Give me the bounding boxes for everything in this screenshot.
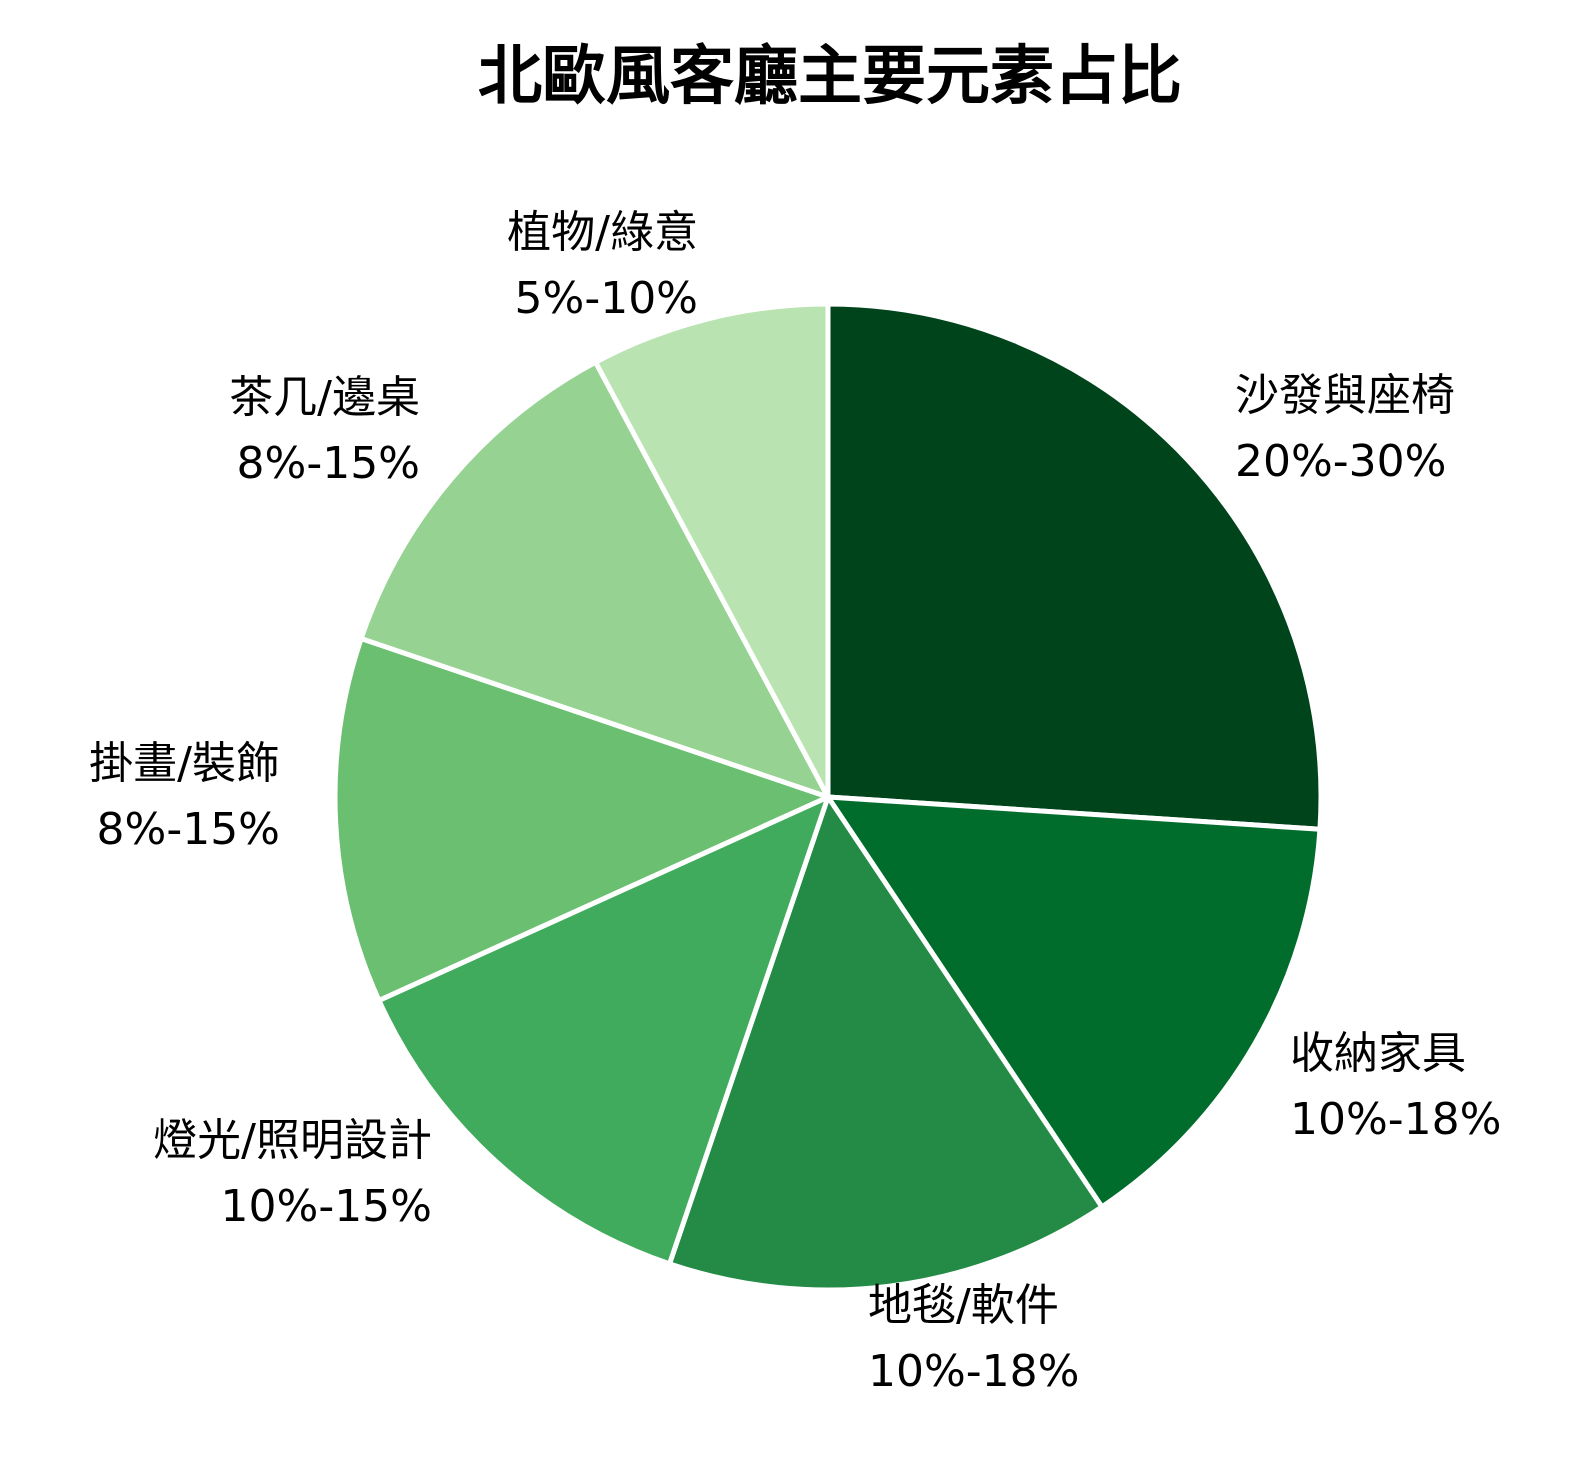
pie-slice-2 bbox=[825, 794, 1323, 1210]
slice-label-range-7: 5%-10% bbox=[515, 273, 698, 324]
slice-label-range-6: 8%-15% bbox=[237, 438, 420, 489]
pie-slice-6 bbox=[358, 359, 831, 800]
slice-label-name-6: 茶几/邊桌 bbox=[229, 372, 420, 423]
slice-label-name-3: 地毯/軟件 bbox=[868, 1280, 1059, 1331]
pie-labels: 沙發與座椅 20%-30% 收納家具 10%-18% 地毯/軟件 10%-18% 燈光/照明… bbox=[89, 207, 1501, 1397]
pie-slice-4 bbox=[376, 794, 831, 1267]
slice-label-range-4: 10%-15% bbox=[221, 1181, 432, 1232]
pie-slice-7 bbox=[593, 301, 831, 800]
slice-label-name-2: 收納家具 bbox=[1290, 1028, 1466, 1079]
slice-label-name-1: 沙發與座椅 bbox=[1235, 370, 1455, 421]
slice-label-range-1: 20%-30% bbox=[1235, 436, 1446, 487]
pie-slices bbox=[332, 301, 1324, 1293]
slice-label-range-5: 8%-15% bbox=[97, 804, 280, 855]
chart-title: 北歐風客廳主要元素占比 bbox=[478, 40, 1182, 114]
slice-label-range-2: 10%-18% bbox=[1290, 1094, 1501, 1145]
slice-label-range-3: 10%-18% bbox=[868, 1346, 1079, 1397]
pie-slice-3 bbox=[667, 794, 1105, 1293]
pie-slice-1 bbox=[825, 301, 1324, 832]
slice-label-name-5: 掛畫/裝飾 bbox=[89, 738, 280, 789]
pie-slice-5 bbox=[332, 636, 831, 1003]
slice-label-name-4: 燈光/照明設計 bbox=[153, 1115, 432, 1166]
slice-label-name-7: 植物/綠意 bbox=[507, 207, 698, 258]
